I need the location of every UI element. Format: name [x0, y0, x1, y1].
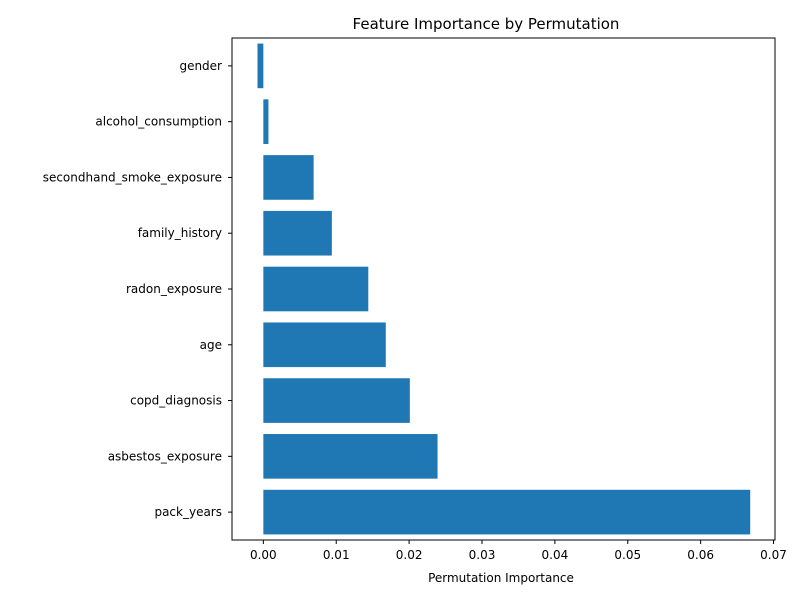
y-tick-label: age — [200, 338, 222, 352]
y-tick-label: family_history — [138, 226, 222, 240]
y-axis-ticks: gender alcohol_consumption secondhand_smok… — [43, 59, 232, 519]
y-tick-label: pack_years — [154, 505, 222, 519]
bar-pack_years — [263, 489, 751, 535]
chart-title: Feature Importance by Permutation — [353, 15, 620, 33]
bar-family_history — [263, 210, 332, 256]
y-tick-label: asbestos_exposure — [108, 449, 222, 463]
x-tick-label: 0.01 — [323, 548, 350, 562]
x-tick-label: 0.05 — [614, 548, 641, 562]
x-axis-ticks: 0.00 0.01 0.02 0.03 0.04 0.05 0.06 0.07 — [250, 540, 787, 562]
bar-copd_diagnosis — [263, 378, 410, 423]
bar-alcohol_consumption — [263, 99, 269, 144]
x-tick-label: 0.07 — [760, 548, 787, 562]
bar-asbestos_exposure — [263, 434, 438, 479]
x-tick-label: 0.00 — [250, 548, 277, 562]
x-tick-label: 0.03 — [469, 548, 496, 562]
y-tick-label: alcohol_consumption — [95, 115, 222, 129]
x-tick-label: 0.04 — [542, 548, 569, 562]
y-tick-label: secondhand_smoke_exposure — [43, 170, 222, 184]
bar-gender — [257, 43, 264, 89]
plot-frame — [231, 37, 776, 541]
x-tick-label: 0.02 — [396, 548, 423, 562]
bar-radon_exposure — [263, 266, 369, 312]
bar-age — [263, 322, 386, 368]
x-axis-label: Permutation Importance — [428, 571, 574, 585]
x-tick-label: 0.06 — [687, 548, 714, 562]
bar-secondhand_smoke_exposure — [263, 155, 314, 200]
y-tick-label: copd_diagnosis — [130, 394, 222, 408]
bars-group — [257, 43, 751, 535]
y-tick-label: gender — [179, 59, 222, 73]
y-tick-label: radon_exposure — [126, 282, 222, 296]
